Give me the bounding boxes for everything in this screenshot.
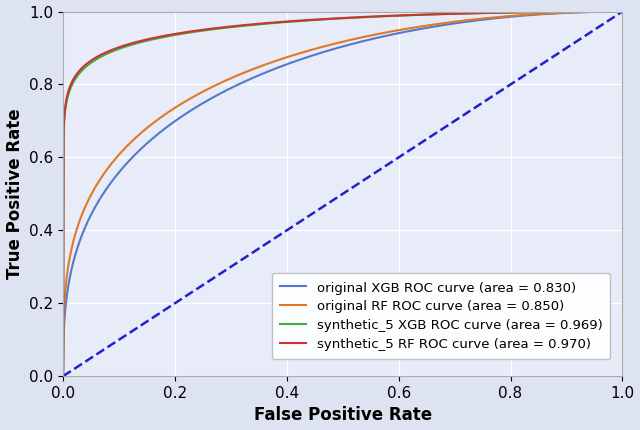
- original XGB ROC curve (area = 0.830): [305, 54, 313, 59]
- original XGB ROC curve (area = 0.830): [116, 168, 124, 173]
- original XGB ROC curve (area = 0.830): [60, 374, 67, 379]
- synthetic_5 RF ROC curve (area = 0.970): [495, 10, 503, 15]
- synthetic_5 RF ROC curve (area = 0.970): [60, 374, 67, 379]
- synthetic_5 RF ROC curve (area = 0.970): [116, 44, 124, 49]
- original RF ROC curve (area = 0.850): [60, 374, 67, 379]
- original RF ROC curve (area = 0.850): [506, 13, 513, 18]
- synthetic_5 RF ROC curve (area = 0.970): [618, 9, 626, 14]
- original XGB ROC curve (area = 0.830): [285, 61, 293, 66]
- synthetic_5 RF ROC curve (area = 0.970): [444, 11, 451, 16]
- synthetic_5 RF ROC curve (area = 0.970): [285, 19, 293, 24]
- Y-axis label: True Positive Rate: True Positive Rate: [6, 108, 24, 279]
- Line: original XGB ROC curve (area = 0.830): original XGB ROC curve (area = 0.830): [63, 12, 622, 376]
- Line: synthetic_5 RF ROC curve (area = 0.970): synthetic_5 RF ROC curve (area = 0.970): [63, 12, 622, 376]
- synthetic_5 XGB ROC curve (area = 0.969): [444, 12, 451, 17]
- synthetic_5 XGB ROC curve (area = 0.969): [116, 46, 124, 51]
- synthetic_5 XGB ROC curve (area = 0.969): [60, 374, 67, 379]
- synthetic_5 XGB ROC curve (area = 0.969): [305, 18, 313, 23]
- original XGB ROC curve (area = 0.830): [618, 9, 626, 14]
- synthetic_5 XGB ROC curve (area = 0.969): [506, 10, 513, 15]
- original RF ROC curve (area = 0.850): [116, 151, 124, 156]
- Legend: original XGB ROC curve (area = 0.830), original RF ROC curve (area = 0.850), syn: original XGB ROC curve (area = 0.830), o…: [271, 273, 610, 359]
- synthetic_5 RF ROC curve (area = 0.970): [305, 17, 313, 22]
- original RF ROC curve (area = 0.850): [495, 14, 503, 19]
- original RF ROC curve (area = 0.850): [305, 48, 313, 53]
- original XGB ROC curve (area = 0.830): [506, 14, 513, 19]
- synthetic_5 XGB ROC curve (area = 0.969): [618, 9, 626, 14]
- synthetic_5 RF ROC curve (area = 0.970): [506, 10, 513, 15]
- X-axis label: False Positive Rate: False Positive Rate: [253, 406, 432, 424]
- Line: original RF ROC curve (area = 0.850): original RF ROC curve (area = 0.850): [63, 12, 622, 376]
- original RF ROC curve (area = 0.850): [618, 9, 626, 14]
- original RF ROC curve (area = 0.850): [444, 20, 451, 25]
- Line: synthetic_5 XGB ROC curve (area = 0.969): synthetic_5 XGB ROC curve (area = 0.969): [63, 12, 622, 376]
- original XGB ROC curve (area = 0.830): [444, 22, 451, 27]
- original XGB ROC curve (area = 0.830): [495, 15, 503, 20]
- synthetic_5 XGB ROC curve (area = 0.969): [495, 10, 503, 15]
- synthetic_5 XGB ROC curve (area = 0.969): [285, 19, 293, 25]
- original RF ROC curve (area = 0.850): [285, 54, 293, 59]
